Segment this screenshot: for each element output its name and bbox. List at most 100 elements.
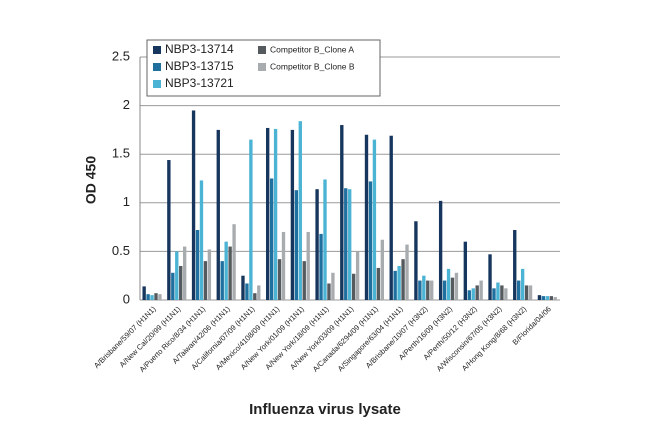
bar <box>488 254 492 300</box>
bar <box>430 280 434 300</box>
bar <box>298 121 302 300</box>
bar <box>327 283 331 300</box>
bar <box>266 127 270 301</box>
bar <box>171 272 175 300</box>
bar <box>331 272 335 300</box>
bar <box>207 249 212 300</box>
y-tick-label: 0.5 <box>112 243 130 258</box>
bar <box>355 251 360 300</box>
bar <box>426 280 430 300</box>
bar <box>191 110 196 301</box>
bar <box>281 231 286 300</box>
bar <box>199 180 204 300</box>
bar <box>438 200 443 300</box>
bar <box>220 261 224 300</box>
bar <box>241 275 245 300</box>
bar <box>348 189 352 300</box>
bar <box>182 246 187 300</box>
bar <box>549 296 553 300</box>
bar <box>351 273 356 300</box>
bar <box>224 241 228 300</box>
x-axis-label: Influenza virus lysate <box>249 401 401 418</box>
bar <box>496 282 500 300</box>
bar <box>397 265 401 300</box>
bar <box>290 129 295 300</box>
bar <box>344 188 348 300</box>
bar <box>517 280 521 300</box>
bar <box>553 297 557 300</box>
bar <box>179 265 183 300</box>
bar <box>269 178 274 300</box>
bar <box>537 295 542 300</box>
bar <box>319 233 323 300</box>
bar <box>167 160 171 300</box>
bar <box>414 221 418 300</box>
bar <box>315 189 319 300</box>
bar <box>253 293 257 300</box>
bar <box>454 272 459 300</box>
bar <box>463 241 468 300</box>
bar <box>249 139 253 300</box>
bar <box>340 125 344 300</box>
bar <box>294 190 299 300</box>
bar <box>405 244 409 300</box>
bar <box>146 294 150 300</box>
bar <box>232 224 236 300</box>
bar <box>475 285 479 300</box>
bar <box>504 288 508 300</box>
bar <box>368 181 373 300</box>
bar <box>154 293 158 300</box>
bar <box>195 230 200 300</box>
bar <box>418 280 422 300</box>
bar <box>277 259 282 300</box>
bar <box>393 270 397 300</box>
bar <box>442 280 447 300</box>
y-tick-label: 2 <box>123 97 130 112</box>
legend-label: NBP3-13714 <box>165 42 234 56</box>
bar <box>492 288 496 300</box>
bar <box>364 134 369 300</box>
bar <box>228 246 232 300</box>
bar <box>545 296 550 300</box>
bar <box>479 280 483 300</box>
bar <box>513 230 517 300</box>
bar <box>376 267 381 300</box>
bar <box>528 285 533 300</box>
bar <box>302 261 306 300</box>
bar <box>203 261 208 300</box>
bar <box>450 277 455 300</box>
legend-swatch <box>153 80 161 88</box>
y-tick-label: 1 <box>123 194 130 209</box>
y-axis-label: OD 450 <box>83 156 99 204</box>
bar <box>158 294 162 300</box>
bar <box>467 290 471 300</box>
bar <box>380 239 384 300</box>
legend-label: Competitor B_Clone B <box>270 61 355 71</box>
bar <box>150 295 154 300</box>
bar <box>372 139 377 300</box>
bar <box>323 179 327 300</box>
bar <box>520 268 525 300</box>
legend-label: NBP3-13715 <box>165 59 234 73</box>
bar <box>541 296 546 300</box>
bar <box>389 135 393 300</box>
bar <box>216 129 220 300</box>
bar <box>422 275 426 300</box>
bar <box>401 259 405 300</box>
legend-swatch <box>153 63 161 71</box>
legend-label: Competitor B_Clone A <box>270 44 354 54</box>
bar <box>257 285 261 300</box>
legend-swatch <box>258 63 266 71</box>
bar <box>306 231 310 300</box>
legend-swatch <box>258 46 266 54</box>
legend: NBP3-13714 NBP3-13715 NBP3-13721 Competitor… <box>146 39 381 97</box>
bar <box>245 283 249 300</box>
y-tick-label: 0 <box>123 291 130 306</box>
bar <box>524 285 529 300</box>
legend-label: NBP3-13721 <box>165 76 234 90</box>
bar <box>142 286 146 300</box>
bar <box>446 268 451 300</box>
legend-swatch <box>153 46 161 54</box>
y-tick-label: 2.5 <box>112 48 130 63</box>
